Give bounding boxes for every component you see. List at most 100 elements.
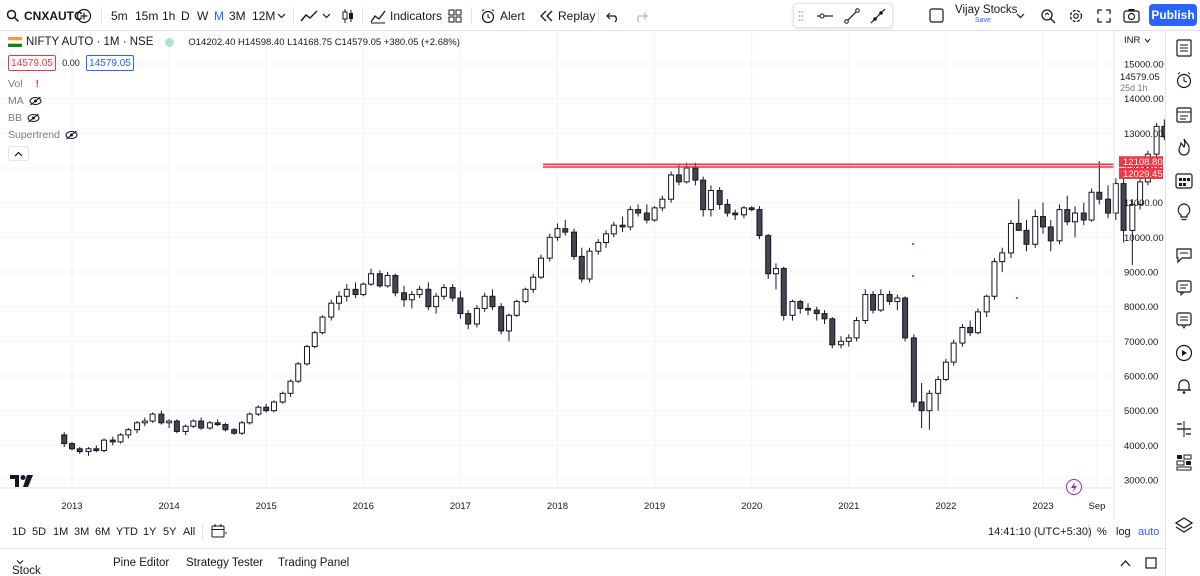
candle — [311, 330, 318, 349]
eye-hidden-icon[interactable] — [29, 96, 42, 106]
candle — [870, 291, 877, 314]
tab-strategy-tester[interactable]: Strategy Tester — [186, 557, 264, 569]
help-bell-icon[interactable] — [1175, 377, 1193, 395]
range-all[interactable]: All — [183, 526, 196, 538]
interval-3m[interactable]: 3M — [229, 8, 246, 23]
settings-button[interactable] — [1068, 0, 1084, 31]
templates-button[interactable] — [448, 0, 462, 31]
range-ytd[interactable]: YTD — [116, 526, 138, 538]
trend-line-icon[interactable] — [844, 8, 860, 24]
eye-hidden-icon[interactable] — [27, 113, 40, 123]
auto-scale-toggle[interactable]: auto — [1138, 526, 1160, 538]
panel-collapse-button[interactable] — [1120, 558, 1131, 570]
currency-selector[interactable]: INR — [1124, 35, 1151, 46]
indicator-ma[interactable]: MA — [8, 95, 42, 107]
buy-price-box[interactable]: 14579.05 — [86, 55, 134, 71]
tradingview-logo — [10, 475, 33, 487]
price-axis[interactable]: 15000.0014000.0013000.0012000.0011000.00… — [1113, 31, 1164, 520]
replay-button[interactable]: Replay — [538, 0, 595, 31]
interval-d[interactable]: D — [181, 8, 190, 23]
data-window-icon[interactable] — [1175, 106, 1193, 124]
hotlists-flame-icon[interactable] — [1175, 138, 1193, 156]
layout-save-status[interactable]: Save — [975, 17, 991, 24]
range-5d[interactable]: 5D — [32, 526, 47, 538]
candle — [805, 303, 812, 316]
indicators-button[interactable]: Indicators — [370, 0, 442, 31]
candle — [797, 299, 804, 314]
drag-handle-icon[interactable] — [798, 10, 804, 22]
extended-line-icon[interactable] — [870, 8, 886, 24]
layout-dropdown[interactable] — [1016, 0, 1025, 31]
candle — [877, 289, 884, 312]
range-3m[interactable]: 3M — [74, 526, 90, 538]
layers-icon[interactable] — [1175, 516, 1193, 534]
fullscreen-button[interactable] — [1097, 0, 1111, 31]
symbol-legend[interactable]: NIFTY AUTO · 1M · NSE O14202.40 H14598.4… — [8, 36, 460, 48]
tab-stock-screener[interactable]: Stock Screener — [12, 557, 41, 576]
indicator-supertrend[interactable]: Supertrend — [8, 129, 78, 141]
chart-type-dropdown[interactable] — [322, 0, 331, 31]
interval-w[interactable]: W — [197, 8, 209, 23]
time-axis[interactable]: 2013 2014 2015 2016 2017 2018 2019 2020 2021 2022… — [0, 487, 1114, 512]
order-panel-icon[interactable] — [1175, 453, 1193, 471]
indicator-vol[interactable]: Vol ! — [8, 78, 39, 90]
candle — [1064, 195, 1071, 226]
interval-dropdown[interactable] — [277, 0, 286, 31]
candle-up — [983, 295, 990, 313]
chats-icon[interactable] — [1175, 279, 1193, 297]
range-1d[interactable]: 1D — [12, 526, 27, 538]
layout-checkbox[interactable] — [929, 0, 944, 31]
symbol-search[interactable]: CNXAUTC — [6, 0, 83, 31]
broadcast-play-icon[interactable] — [1175, 344, 1193, 362]
panel-maximize-button[interactable] — [1145, 557, 1157, 572]
candle — [562, 220, 569, 236]
candle — [489, 289, 496, 311]
chart-type-button[interactable] — [300, 0, 318, 31]
eye-hidden-icon[interactable] — [65, 130, 78, 140]
indicator-bb[interactable]: BB — [8, 112, 40, 124]
interval-m[interactable]: M — [214, 8, 224, 23]
alert-label: Alert — [500, 8, 525, 23]
interval-15m[interactable]: 15m — [135, 8, 159, 23]
snapshot-button[interactable] — [1123, 0, 1140, 31]
candles-button[interactable] — [341, 0, 355, 31]
clock-timezone[interactable]: 14:41:10 (UTC+5:30) — [988, 526, 1092, 538]
range-5y[interactable]: 5Y — [163, 526, 177, 538]
log-scale-toggle[interactable]: log — [1116, 526, 1131, 538]
interval-5m[interactable]: 5m — [111, 8, 128, 23]
watchlist-icon[interactable] — [1175, 39, 1193, 57]
goto-date-button[interactable] — [211, 523, 227, 541]
range-6m[interactable]: 6M — [95, 526, 111, 538]
dom-ladder-icon[interactable] — [1175, 420, 1193, 438]
redo-button[interactable] — [634, 0, 648, 31]
calendar-icon[interactable] — [1175, 171, 1193, 189]
range-1y[interactable]: 1Y — [143, 526, 157, 538]
publish-button[interactable]: Publish — [1149, 4, 1197, 26]
horizontal-levels[interactable] — [543, 163, 1114, 168]
alerts-clock-icon[interactable] — [1175, 71, 1193, 89]
alert-button[interactable]: Alert — [480, 0, 525, 31]
streams-chat-icon[interactable] — [1175, 246, 1193, 264]
tab-trading-panel[interactable]: Trading Panel — [278, 557, 350, 569]
lightning-button[interactable] — [1066, 479, 1082, 495]
collapse-legend-button[interactable] — [8, 146, 29, 161]
percent-scale-toggle[interactable]: % — [1097, 526, 1107, 538]
tab-pine-editor[interactable]: Pine Editor — [113, 557, 170, 569]
price-chart[interactable]: 15000.0014000.0013000.0012000.0011000.00… — [0, 31, 1165, 520]
candle — [198, 417, 205, 430]
candle-up — [238, 422, 245, 434]
range-1m[interactable]: 1M — [53, 526, 69, 538]
layout-name[interactable]: Vijay Stocks — [955, 4, 1018, 16]
quick-search-button[interactable] — [1040, 0, 1056, 31]
candle — [853, 317, 860, 342]
notifications-icon[interactable] — [1175, 312, 1193, 330]
compare-button[interactable] — [76, 0, 92, 31]
candle — [974, 308, 981, 335]
interval-12m[interactable]: 12M — [252, 8, 276, 23]
interval-1h[interactable]: 1h — [162, 8, 176, 23]
sell-price-box[interactable]: 14579.05 — [8, 55, 56, 71]
ideas-lightbulb-icon[interactable] — [1175, 203, 1193, 221]
candle — [1120, 178, 1127, 243]
horizontal-line-icon[interactable] — [816, 10, 834, 22]
undo-button[interactable] — [606, 0, 620, 31]
